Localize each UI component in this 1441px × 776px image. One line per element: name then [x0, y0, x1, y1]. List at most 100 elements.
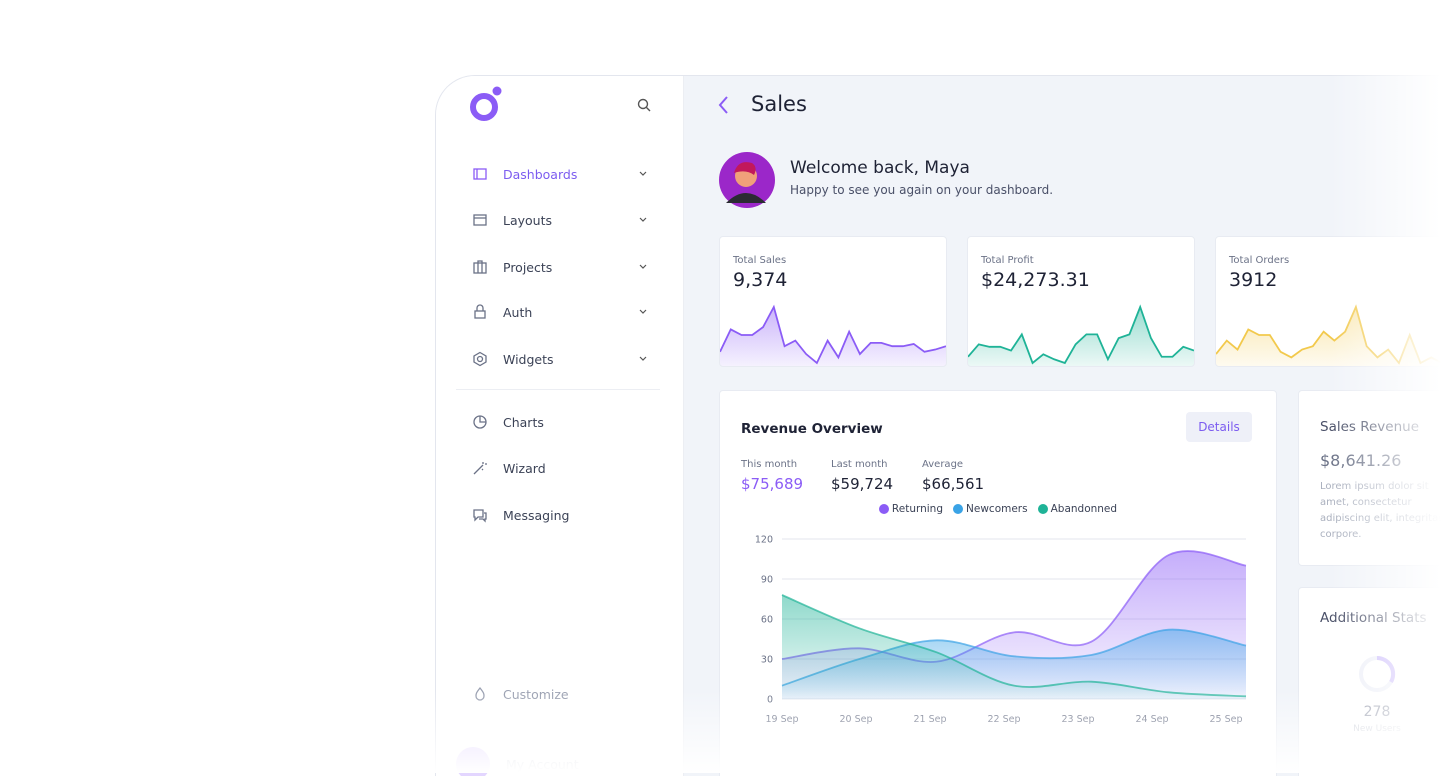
- chevron: [639, 309, 647, 314]
- summary-value: $75,689: [741, 475, 804, 493]
- card-value: $8,641.26: [1320, 451, 1402, 470]
- additional-stats-card: Additional Stats 278 New Users: [1298, 587, 1441, 776]
- welcome-subtitle: Happy to see you again on your dashboard…: [790, 183, 1054, 197]
- nav-icon: [473, 509, 487, 523]
- nav-icon: [473, 168, 487, 180]
- stat-card: Total Profit $24,273.31: [967, 236, 1195, 367]
- stat-label: Total Orders: [1229, 255, 1290, 266]
- sparkline: [968, 304, 1194, 366]
- card-text: Lorem ipsum dolor sit amet, consectetur …: [1320, 481, 1441, 540]
- legend: Returning Newcomers Abandonned: [720, 503, 1276, 515]
- revenue-chart: 0 30 60 90 120 19 Sep 20 Sep 21 Sep 22 Sep 23 Sep…: [755, 535, 1247, 725]
- legend-label: Newcomers: [966, 503, 1028, 515]
- back-icon[interactable]: [717, 94, 731, 116]
- chevron: [639, 356, 647, 361]
- customize[interactable]: Customize: [472, 679, 648, 709]
- nav-icon: [473, 462, 487, 475]
- sidebar: Dashboards Layouts Projects Auth Widgets Char…: [436, 76, 684, 776]
- legend-item: Abandonned: [1037, 503, 1118, 515]
- nav-item[interactable]: Dashboards: [472, 159, 648, 189]
- legend-swatch: [1037, 504, 1048, 514]
- nav-item[interactable]: Messaging: [472, 500, 648, 530]
- nav-item[interactable]: Projects: [472, 252, 648, 282]
- stat-card: Total Orders 3912: [1215, 236, 1441, 367]
- y-tick-label: 120: [755, 535, 773, 546]
- summary-value: $66,561: [922, 475, 985, 493]
- nav-label: Dashboards: [503, 166, 578, 182]
- area: [782, 595, 1246, 699]
- x-tick-label: 23 Sep: [1061, 714, 1094, 725]
- sales-revenue-card: Sales Revenue $8,641.26 Lorem ipsum dolo…: [1298, 390, 1441, 566]
- nav-icon: [473, 415, 487, 429]
- legend-item: Newcomers: [953, 503, 1028, 515]
- app-frame: Dashboards Layouts Projects Auth Widgets Char…: [435, 75, 1441, 776]
- nav-icon: [473, 351, 487, 367]
- account-label: My Account: [506, 756, 579, 772]
- y-tick-label: 60: [761, 615, 773, 626]
- card-title: Sales Revenue: [1320, 419, 1420, 435]
- x-tick-label: 19 Sep: [765, 714, 798, 725]
- legend-swatch: [953, 504, 964, 514]
- stat-label: Total Sales: [733, 255, 787, 266]
- avatar: [719, 152, 775, 208]
- sparkline-line: [968, 304, 1194, 365]
- summary-label: Last month: [831, 459, 888, 470]
- stat-value: 3912: [1229, 269, 1278, 291]
- page-title: Sales: [751, 92, 807, 116]
- nav-icon: [474, 304, 486, 319]
- divider: [456, 389, 660, 390]
- search-icon[interactable]: [637, 98, 651, 112]
- summary-label: Average: [922, 459, 964, 470]
- welcome-title: Welcome back, Maya: [790, 158, 970, 178]
- nav-item[interactable]: Auth: [472, 297, 648, 327]
- nav-icon: [473, 260, 487, 274]
- sparkline-area: [968, 307, 1194, 366]
- legend-swatch: [878, 504, 889, 514]
- x-tick-label: 25 Sep: [1209, 714, 1242, 725]
- sparkline-area: [1216, 307, 1441, 366]
- y-tick-label: 90: [761, 575, 773, 586]
- nav-label: Widgets: [503, 351, 554, 367]
- x-tick-label: 22 Sep: [987, 714, 1020, 725]
- stat-card: Total Sales 9,374: [719, 236, 947, 367]
- revenue-title: Revenue Overview: [741, 421, 883, 437]
- y-tick-label: 0: [767, 695, 773, 706]
- card-title: Additional Stats: [1320, 610, 1427, 626]
- sparkline: [1216, 304, 1441, 366]
- chevron: [639, 217, 647, 222]
- sparkline-area: [720, 307, 946, 366]
- chevron: [639, 171, 647, 176]
- stat-label: Total Profit: [981, 255, 1034, 266]
- nav-label: Messaging: [503, 507, 570, 523]
- nav-item[interactable]: Layouts: [472, 205, 648, 235]
- nav-label: Layouts: [503, 212, 553, 228]
- x-tick-label: 21 Sep: [913, 714, 946, 725]
- nav-label: Wizard: [503, 460, 546, 476]
- account[interactable]: My Account: [456, 747, 632, 776]
- nav-item[interactable]: Charts: [472, 407, 648, 437]
- nav-item[interactable]: Widgets: [472, 344, 648, 374]
- details-button[interactable]: Details: [1186, 412, 1252, 442]
- nav-label: Charts: [503, 414, 544, 430]
- legend-item: Returning: [878, 503, 944, 515]
- logo: [470, 86, 502, 121]
- legend-label: Returning: [891, 503, 944, 515]
- account-avatar: [456, 747, 490, 776]
- donut: [1359, 655, 1396, 692]
- sparkline: [720, 304, 946, 366]
- x-tick-label: 24 Sep: [1135, 714, 1168, 725]
- chevron: [639, 264, 647, 269]
- x-tick-label: 20 Sep: [839, 714, 872, 725]
- y-tick-label: 30: [761, 655, 773, 666]
- nav-label: Projects: [503, 259, 553, 275]
- legend-label: Abandonned: [1050, 503, 1118, 515]
- nav-item[interactable]: Wizard: [472, 453, 648, 483]
- card-caption: New Users: [1353, 724, 1401, 734]
- customize-label: Customize: [503, 686, 569, 702]
- sparkline-line: [720, 304, 946, 365]
- summary-value: $59,724: [831, 475, 894, 493]
- card-value: 278: [1363, 704, 1391, 720]
- stat-value: $24,273.31: [981, 269, 1090, 291]
- nav-icon: [473, 214, 487, 226]
